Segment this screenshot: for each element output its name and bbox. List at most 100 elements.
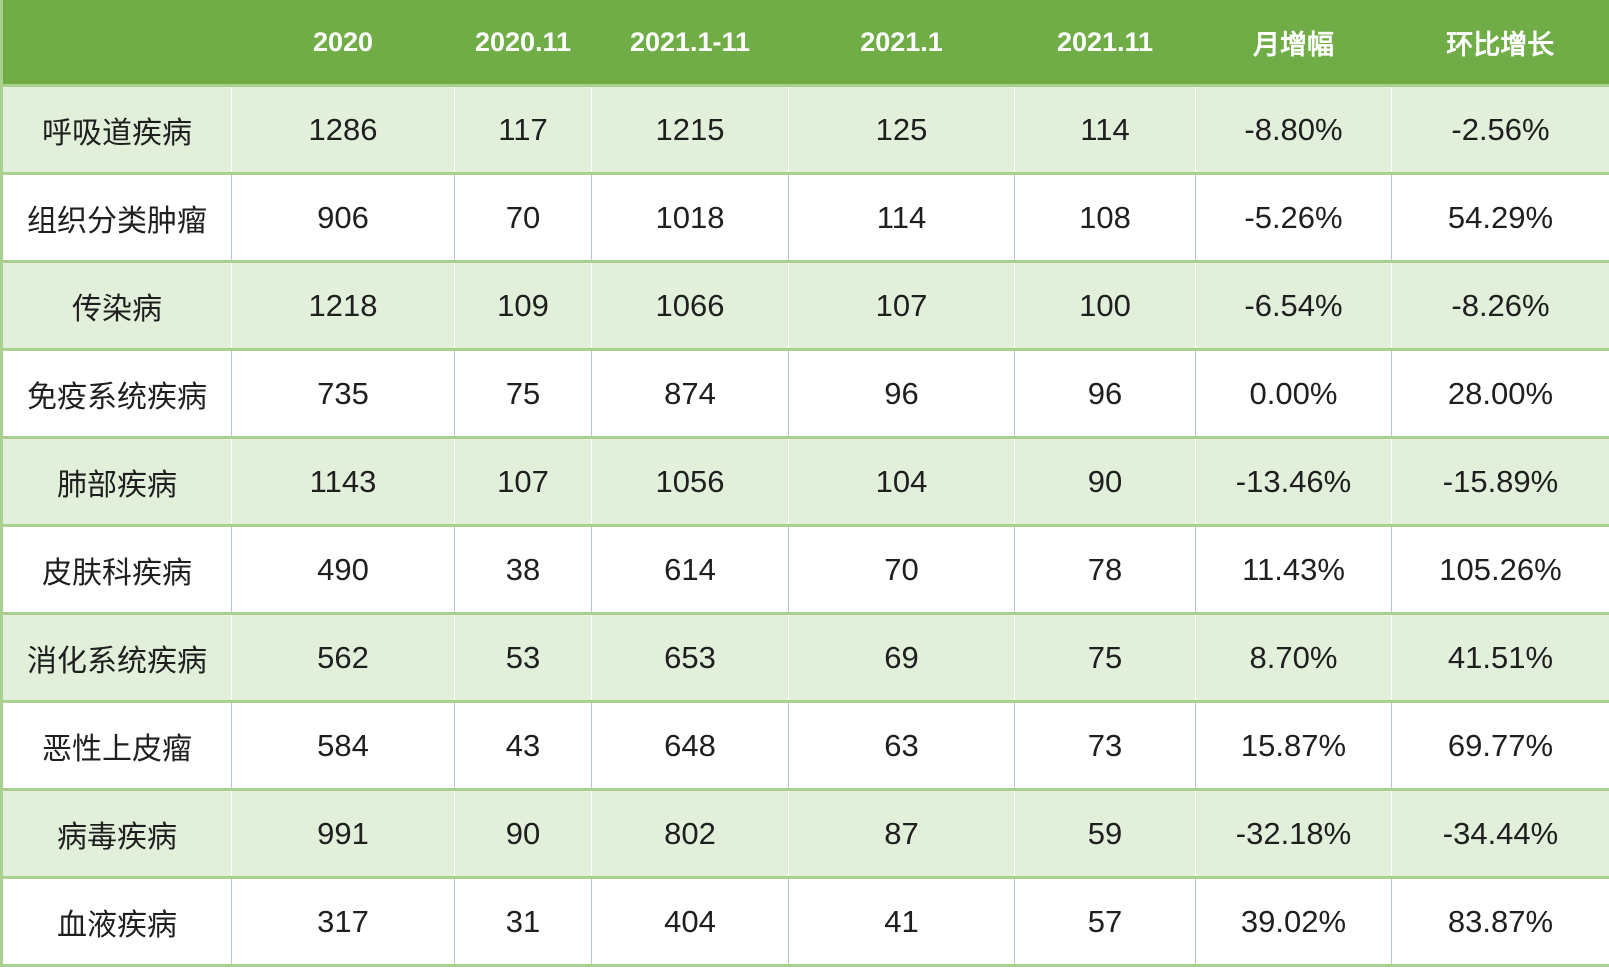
value-cell: 114 (788, 173, 1015, 263)
value-cell: 83.87% (1391, 877, 1609, 967)
value-cell: 43 (454, 701, 592, 791)
table-row: 血液疾病 317 31 404 41 57 39.02% 83.87% (1, 877, 1609, 967)
value-cell: 90 (1014, 437, 1196, 527)
value-cell: 653 (591, 613, 789, 703)
header-cell-mom-growth: 环比增长 (1391, 0, 1609, 87)
category-cell: 恶性上皮瘤 (1, 701, 232, 791)
table-row: 呼吸道疾病 1286 117 1215 125 114 -8.80% -2.56% (1, 85, 1609, 175)
value-cell: 802 (591, 789, 789, 879)
value-cell: 1286 (231, 85, 455, 175)
value-cell: 53 (454, 613, 592, 703)
header-row: 2020 2020.11 2021.1-11 2021.1 2021.11 月增… (1, 0, 1609, 87)
value-cell: 54.29% (1391, 173, 1609, 263)
category-cell: 免疫系统疾病 (1, 349, 232, 439)
value-cell: 648 (591, 701, 789, 791)
category-cell: 肺部疾病 (1, 437, 232, 527)
value-cell: -2.56% (1391, 85, 1609, 175)
category-cell: 血液疾病 (1, 877, 232, 967)
table-row: 组织分类肿瘤 906 70 1018 114 108 -5.26% 54.29% (1, 173, 1609, 263)
value-cell: 31 (454, 877, 592, 967)
value-cell: -13.46% (1195, 437, 1392, 527)
category-cell: 病毒疾病 (1, 789, 232, 879)
value-cell: 562 (231, 613, 455, 703)
value-cell: 1218 (231, 261, 455, 351)
category-cell: 传染病 (1, 261, 232, 351)
value-cell: 584 (231, 701, 455, 791)
value-cell: 70 (454, 173, 592, 263)
table-body: 呼吸道疾病 1286 117 1215 125 114 -8.80% -2.56% 组织分类肿瘤… (1, 85, 1609, 967)
value-cell: 69.77% (1391, 701, 1609, 791)
value-cell: -32.18% (1195, 789, 1392, 879)
table-row: 肺部疾病 1143 107 1056 104 90 -13.46% -15.89% (1, 437, 1609, 527)
value-cell: 63 (788, 701, 1015, 791)
category-cell: 皮肤科疾病 (1, 525, 232, 615)
value-cell: 1018 (591, 173, 789, 263)
value-cell: 75 (1014, 613, 1196, 703)
value-cell: 28.00% (1391, 349, 1609, 439)
category-cell: 组织分类肿瘤 (1, 173, 232, 263)
value-cell: 87 (788, 789, 1015, 879)
table-row: 皮肤科疾病 490 38 614 70 78 11.43% 105.26% (1, 525, 1609, 615)
value-cell: 125 (788, 85, 1015, 175)
header-cell-2020: 2020 (231, 0, 455, 87)
value-cell: 1215 (591, 85, 789, 175)
value-cell: 70 (788, 525, 1015, 615)
value-cell: 107 (788, 261, 1015, 351)
value-cell: -15.89% (1391, 437, 1609, 527)
header-cell-2021-1-11: 2021.1-11 (591, 0, 789, 87)
value-cell: 11.43% (1195, 525, 1392, 615)
header-cell-month-growth: 月增幅 (1195, 0, 1392, 87)
table-row: 病毒疾病 991 90 802 87 59 -32.18% -34.44% (1, 789, 1609, 879)
value-cell: 109 (454, 261, 592, 351)
value-cell: 874 (591, 349, 789, 439)
value-cell: -34.44% (1391, 789, 1609, 879)
value-cell: 78 (1014, 525, 1196, 615)
value-cell: 1056 (591, 437, 789, 527)
value-cell: 90 (454, 789, 592, 879)
category-cell: 消化系统疾病 (1, 613, 232, 703)
value-cell: 69 (788, 613, 1015, 703)
value-cell: -5.26% (1195, 173, 1392, 263)
value-cell: 100 (1014, 261, 1196, 351)
category-cell: 呼吸道疾病 (1, 85, 232, 175)
table-row: 消化系统疾病 562 53 653 69 75 8.70% 41.51% (1, 613, 1609, 703)
value-cell: 41 (788, 877, 1015, 967)
value-cell: 57 (1014, 877, 1196, 967)
value-cell: 1066 (591, 261, 789, 351)
value-cell: 614 (591, 525, 789, 615)
value-cell: 59 (1014, 789, 1196, 879)
table-row: 恶性上皮瘤 584 43 648 63 73 15.87% 69.77% (1, 701, 1609, 791)
header-cell-2020-11: 2020.11 (454, 0, 592, 87)
table-row: 免疫系统疾病 735 75 874 96 96 0.00% 28.00% (1, 349, 1609, 439)
value-cell: -8.26% (1391, 261, 1609, 351)
header-cell-2021-11: 2021.11 (1014, 0, 1196, 87)
value-cell: 108 (1014, 173, 1196, 263)
value-cell: 991 (231, 789, 455, 879)
value-cell: 104 (788, 437, 1015, 527)
value-cell: 73 (1014, 701, 1196, 791)
value-cell: 1143 (231, 437, 455, 527)
header-cell-2021-1: 2021.1 (788, 0, 1015, 87)
value-cell: 96 (1014, 349, 1196, 439)
table-row: 传染病 1218 109 1066 107 100 -6.54% -8.26% (1, 261, 1609, 351)
value-cell: 117 (454, 85, 592, 175)
value-cell: 107 (454, 437, 592, 527)
value-cell: 114 (1014, 85, 1196, 175)
value-cell: 105.26% (1391, 525, 1609, 615)
value-cell: 39.02% (1195, 877, 1392, 967)
value-cell: -6.54% (1195, 261, 1392, 351)
value-cell: 404 (591, 877, 789, 967)
value-cell: 906 (231, 173, 455, 263)
value-cell: 0.00% (1195, 349, 1392, 439)
value-cell: 8.70% (1195, 613, 1392, 703)
value-cell: 96 (788, 349, 1015, 439)
header-cell-category (1, 0, 232, 87)
value-cell: 15.87% (1195, 701, 1392, 791)
value-cell: 38 (454, 525, 592, 615)
value-cell: 75 (454, 349, 592, 439)
value-cell: 490 (231, 525, 455, 615)
value-cell: 317 (231, 877, 455, 967)
value-cell: 735 (231, 349, 455, 439)
